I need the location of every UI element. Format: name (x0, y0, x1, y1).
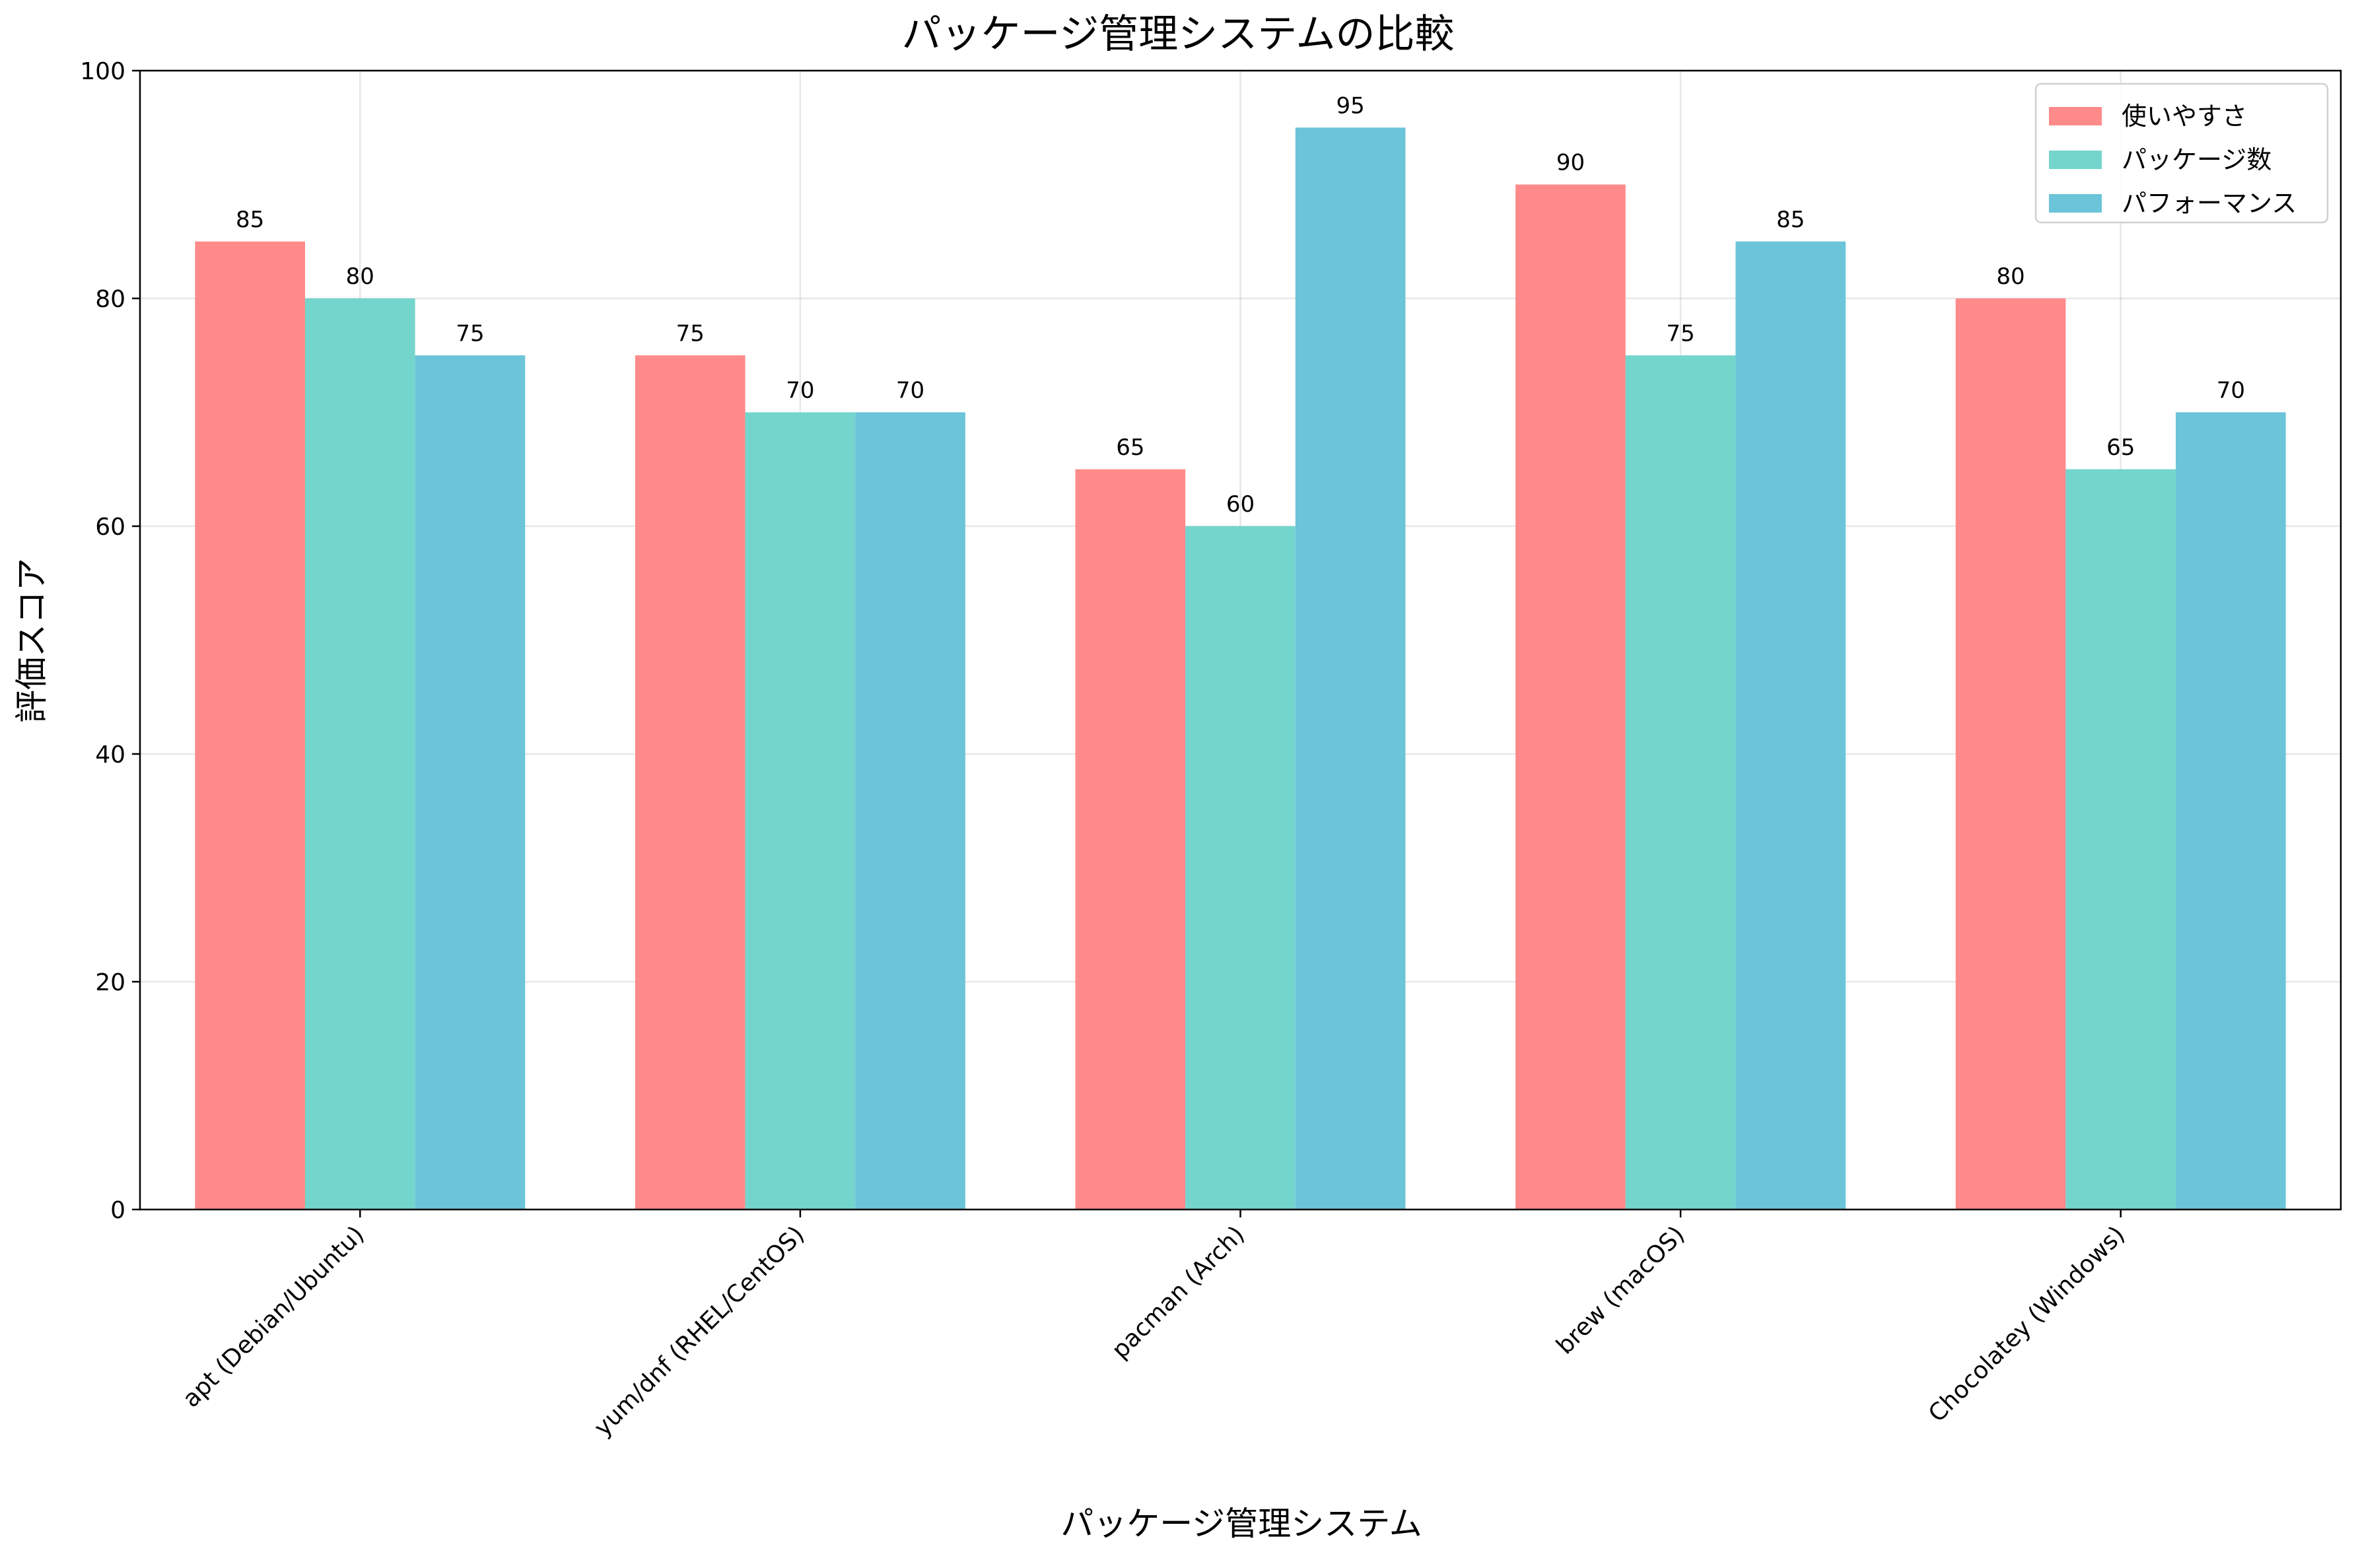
y-tick-label: 20 (95, 969, 125, 996)
bars (195, 127, 2286, 1210)
bar (415, 355, 526, 1210)
data-label: 80 (1996, 263, 2025, 290)
data-label: 80 (346, 263, 374, 290)
y-tick-label: 40 (95, 741, 125, 768)
y-tick-label: 60 (95, 514, 125, 541)
legend-box (2034, 83, 2329, 224)
y-tick-label: 100 (80, 58, 125, 85)
bar (195, 241, 305, 1210)
data-label: 75 (1666, 320, 1694, 347)
data-label: 60 (1226, 491, 1255, 518)
data-label: 70 (2217, 378, 2245, 404)
bar (1185, 526, 1296, 1210)
bar (1735, 241, 1846, 1210)
bar (2176, 412, 2286, 1210)
data-label: 65 (1116, 434, 1144, 461)
data-label: 75 (676, 320, 705, 347)
bar (304, 298, 415, 1210)
plot-frame (139, 69, 2342, 1211)
legend-swatch (2049, 107, 2102, 125)
data-label: 75 (456, 320, 484, 347)
legend-swatch (2049, 151, 2102, 169)
bar (1295, 127, 1406, 1210)
data-label: 85 (1776, 207, 1805, 233)
data-label: 65 (2106, 434, 2135, 461)
data-labels: 85 75 65 90 80 80 70 60 75 65 75 70 95 85 70 (236, 92, 2245, 518)
bar (1515, 184, 1626, 1210)
data-label: 70 (786, 378, 814, 404)
legend-label: 使いやすさ (2122, 102, 2247, 131)
y-tick-label: 80 (95, 286, 125, 313)
bar (1075, 469, 1186, 1210)
legend-label: パフォーマンス (2122, 189, 2297, 218)
bar (1625, 355, 1736, 1210)
bar (1955, 298, 2066, 1210)
y-axis-label: 評価スコア (13, 558, 51, 723)
bar (745, 412, 856, 1210)
legend-swatch (2049, 194, 2102, 213)
data-label: 70 (896, 378, 924, 404)
data-label: 85 (236, 207, 264, 233)
x-axis-label: パッケージ管理システム (1060, 1505, 1422, 1543)
legend-label: パッケージ数 (2122, 145, 2271, 174)
data-label: 90 (1556, 150, 1585, 176)
bar (635, 355, 745, 1210)
y-tick-label: 0 (110, 1197, 125, 1224)
data-label: 95 (1336, 92, 1365, 119)
bar (2065, 469, 2176, 1210)
chart-title: パッケージ管理システムの比較 (902, 11, 1455, 57)
bar (855, 412, 965, 1210)
